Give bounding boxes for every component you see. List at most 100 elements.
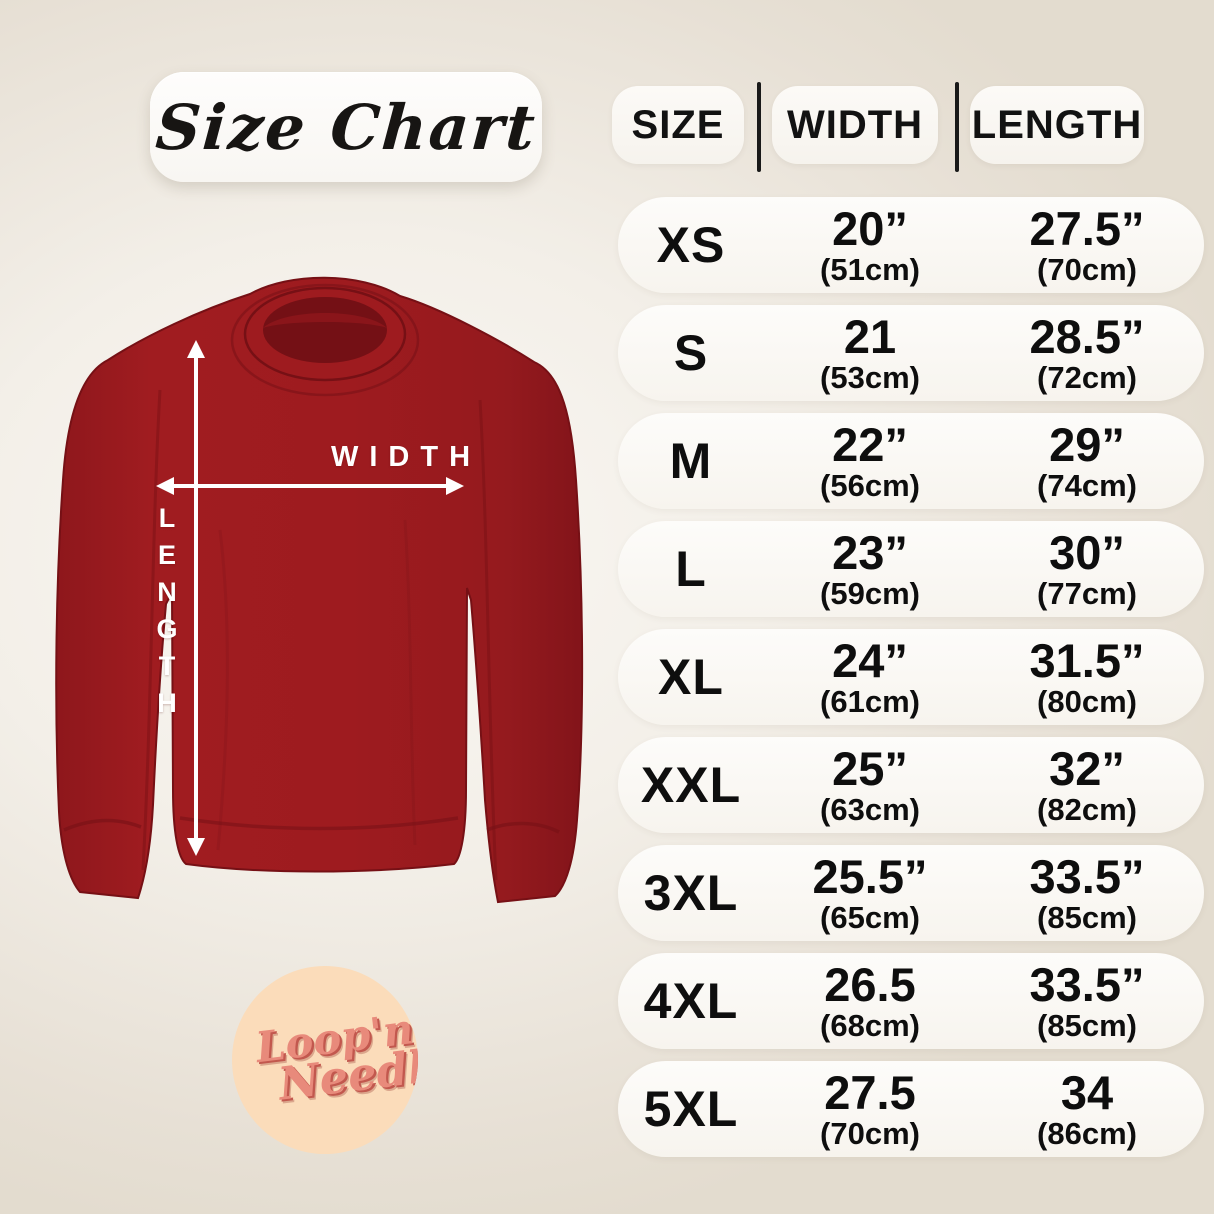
length-cm: (80cm)	[1037, 684, 1137, 719]
width-cm: (59cm)	[820, 576, 920, 611]
length-cell: 30” (77cm)	[976, 529, 1198, 609]
length-inches: 28.5”	[1029, 310, 1145, 363]
width-cell: 27.5 (70cm)	[764, 1069, 976, 1149]
collar-inside-back	[263, 313, 387, 328]
width-inches: 23”	[832, 526, 908, 579]
size-label: 5XL	[643, 1081, 739, 1137]
brand-logo-text: Loop'n Needle	[232, 1004, 418, 1111]
width-cm: (51cm)	[820, 252, 920, 287]
length-cm: (82cm)	[1037, 792, 1137, 827]
width-cell: 21 (53cm)	[764, 313, 976, 393]
size-label: M	[669, 433, 713, 489]
table-row: M 22” (56cm) 29” (74cm)	[618, 413, 1204, 509]
size-label: XL	[658, 649, 724, 705]
width-inches: 22”	[832, 418, 908, 471]
length-cm: (77cm)	[1037, 576, 1137, 611]
length-inches: 31.5”	[1029, 634, 1145, 687]
width-cm: (70cm)	[820, 1116, 920, 1151]
table-row: 3XL 25.5” (65cm) 33.5” (85cm)	[618, 845, 1204, 941]
size-label: 3XL	[643, 865, 739, 921]
width-inches: 20”	[832, 202, 908, 255]
header-width: WIDTH	[772, 86, 938, 164]
length-cell: 32” (82cm)	[976, 745, 1198, 825]
left-cuff-seam	[63, 818, 142, 832]
length-inches: 34	[1060, 1066, 1114, 1119]
width-cell: 24” (61cm)	[764, 637, 976, 717]
left-sleeve-seam	[141, 389, 162, 871]
width-arrow	[156, 477, 464, 495]
length-cell: 34 (86cm)	[976, 1069, 1198, 1149]
table-row: 4XL 26.5 (68cm) 33.5” (85cm)	[618, 953, 1204, 1049]
size-table-header: SIZE WIDTH LENGTH	[608, 82, 1204, 178]
table-row: XL 24” (61cm) 31.5” (80cm)	[618, 629, 1204, 725]
length-cell: 29” (74cm)	[976, 421, 1198, 501]
width-cell: 20” (51cm)	[764, 205, 976, 285]
width-inches: 21	[843, 310, 897, 363]
brand-logo-badge: Loop'n Needle	[232, 966, 418, 1154]
length-inches: 33.5”	[1029, 958, 1145, 1011]
header-size: SIZE	[612, 86, 744, 164]
length-cm: (85cm)	[1037, 1008, 1137, 1043]
size-label: 4XL	[643, 973, 739, 1029]
width-cell: 26.5 (68cm)	[764, 961, 976, 1041]
width-cell: 22” (56cm)	[764, 421, 976, 501]
length-cm: (85cm)	[1037, 900, 1137, 935]
length-cell: 33.5” (85cm)	[976, 853, 1198, 933]
length-arrow-label: LENGTH	[152, 503, 182, 725]
table-row: XS 20” (51cm) 27.5” (70cm)	[618, 197, 1204, 293]
width-cm: (56cm)	[820, 468, 920, 503]
body-fold-right	[403, 519, 417, 846]
length-inches: 33.5”	[1029, 850, 1145, 903]
brand-logo-line2: Needle	[275, 1036, 418, 1111]
length-cell: 27.5” (70cm)	[976, 205, 1198, 285]
header-length: LENGTH	[970, 86, 1144, 164]
width-cell: 23” (59cm)	[764, 529, 976, 609]
hem-seam	[179, 816, 459, 831]
table-row: S 21 (53cm) 28.5” (72cm)	[618, 305, 1204, 401]
width-cm: (68cm)	[820, 1008, 920, 1043]
body-fold-left	[216, 529, 229, 851]
length-inches: 27.5”	[1029, 202, 1145, 255]
width-cm: (63cm)	[820, 792, 920, 827]
length-inches: 29”	[1049, 418, 1125, 471]
table-row: 5XL 27.5 (70cm) 34 (86cm)	[618, 1061, 1204, 1157]
header-divider	[757, 82, 761, 172]
width-inches: 27.5	[824, 1066, 916, 1119]
length-cell: 28.5” (72cm)	[976, 313, 1198, 393]
width-inches: 25”	[832, 742, 908, 795]
width-arrow-label: WIDTH	[330, 441, 482, 473]
width-inches: 25.5”	[812, 850, 928, 903]
width-cell: 25” (63cm)	[764, 745, 976, 825]
size-table-rows: XS 20” (51cm) 27.5” (70cm) S 21 (53cm) 2…	[608, 197, 1204, 1169]
width-inches: 26.5	[824, 958, 916, 1011]
sweatshirt-illustration	[55, 276, 584, 904]
size-label: L	[675, 541, 707, 597]
length-cell: 33.5” (85cm)	[976, 961, 1198, 1041]
title-pill: Size Chart	[150, 72, 542, 182]
length-cm: (74cm)	[1037, 468, 1137, 503]
length-cell: 31.5” (80cm)	[976, 637, 1198, 717]
length-inches: 32”	[1049, 742, 1125, 795]
size-label: XS	[656, 217, 726, 273]
length-inches: 30”	[1049, 526, 1125, 579]
right-cuff-seam	[486, 821, 560, 834]
length-cm: (86cm)	[1037, 1116, 1137, 1151]
collar-outer-seam	[230, 283, 420, 397]
length-arrow	[187, 340, 205, 856]
width-cm: (61cm)	[820, 684, 920, 719]
width-cm: (65cm)	[820, 900, 920, 935]
page-title: Size Chart	[153, 90, 539, 164]
width-inches: 24”	[832, 634, 908, 687]
width-cell: 25.5” (65cm)	[764, 853, 976, 933]
right-sleeve-seam	[478, 399, 498, 881]
length-cm: (70cm)	[1037, 252, 1137, 287]
collar-opening	[263, 297, 387, 363]
header-divider	[955, 82, 959, 172]
width-cm: (53cm)	[820, 360, 920, 395]
length-cm: (72cm)	[1037, 360, 1137, 395]
table-row: L 23” (59cm) 30” (77cm)	[618, 521, 1204, 617]
size-label: S	[673, 325, 709, 381]
sweatshirt-body	[55, 276, 584, 904]
table-row: XXL 25” (63cm) 32” (82cm)	[618, 737, 1204, 833]
